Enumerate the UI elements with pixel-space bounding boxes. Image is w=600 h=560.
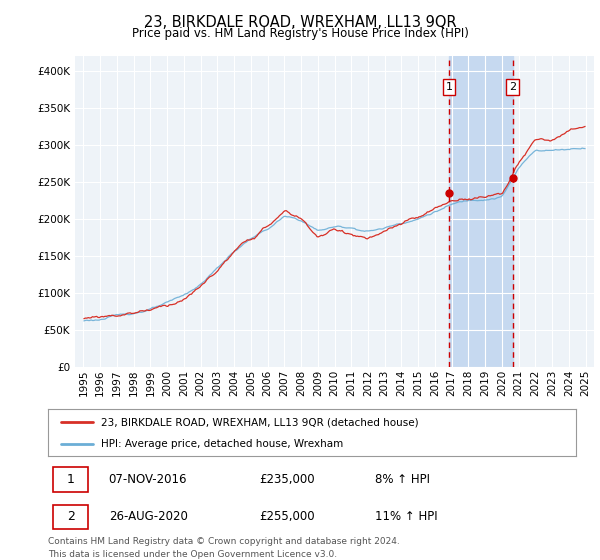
Text: 23, BIRKDALE ROAD, WREXHAM, LL13 9QR (detached house): 23, BIRKDALE ROAD, WREXHAM, LL13 9QR (de… — [101, 417, 418, 427]
Text: 1: 1 — [446, 82, 452, 92]
Text: HPI: Average price, detached house, Wrexham: HPI: Average price, detached house, Wrex… — [101, 439, 343, 449]
Text: £235,000: £235,000 — [259, 473, 315, 486]
Bar — [53, 467, 88, 492]
Text: 1: 1 — [67, 473, 74, 486]
Text: 23, BIRKDALE ROAD, WREXHAM, LL13 9QR: 23, BIRKDALE ROAD, WREXHAM, LL13 9QR — [143, 15, 457, 30]
Text: 2: 2 — [509, 82, 517, 92]
Text: 07-NOV-2016: 07-NOV-2016 — [109, 473, 187, 486]
Bar — [53, 505, 88, 529]
Text: Price paid vs. HM Land Registry's House Price Index (HPI): Price paid vs. HM Land Registry's House … — [131, 27, 469, 40]
Text: 26-AUG-2020: 26-AUG-2020 — [109, 510, 188, 524]
Text: 11% ↑ HPI: 11% ↑ HPI — [376, 510, 438, 524]
Bar — [449, 56, 513, 367]
Text: Contains HM Land Registry data © Crown copyright and database right 2024.
This d: Contains HM Land Registry data © Crown c… — [48, 537, 400, 558]
Text: £255,000: £255,000 — [259, 510, 315, 524]
Text: 8% ↑ HPI: 8% ↑ HPI — [376, 473, 430, 486]
Text: 2: 2 — [67, 510, 74, 524]
